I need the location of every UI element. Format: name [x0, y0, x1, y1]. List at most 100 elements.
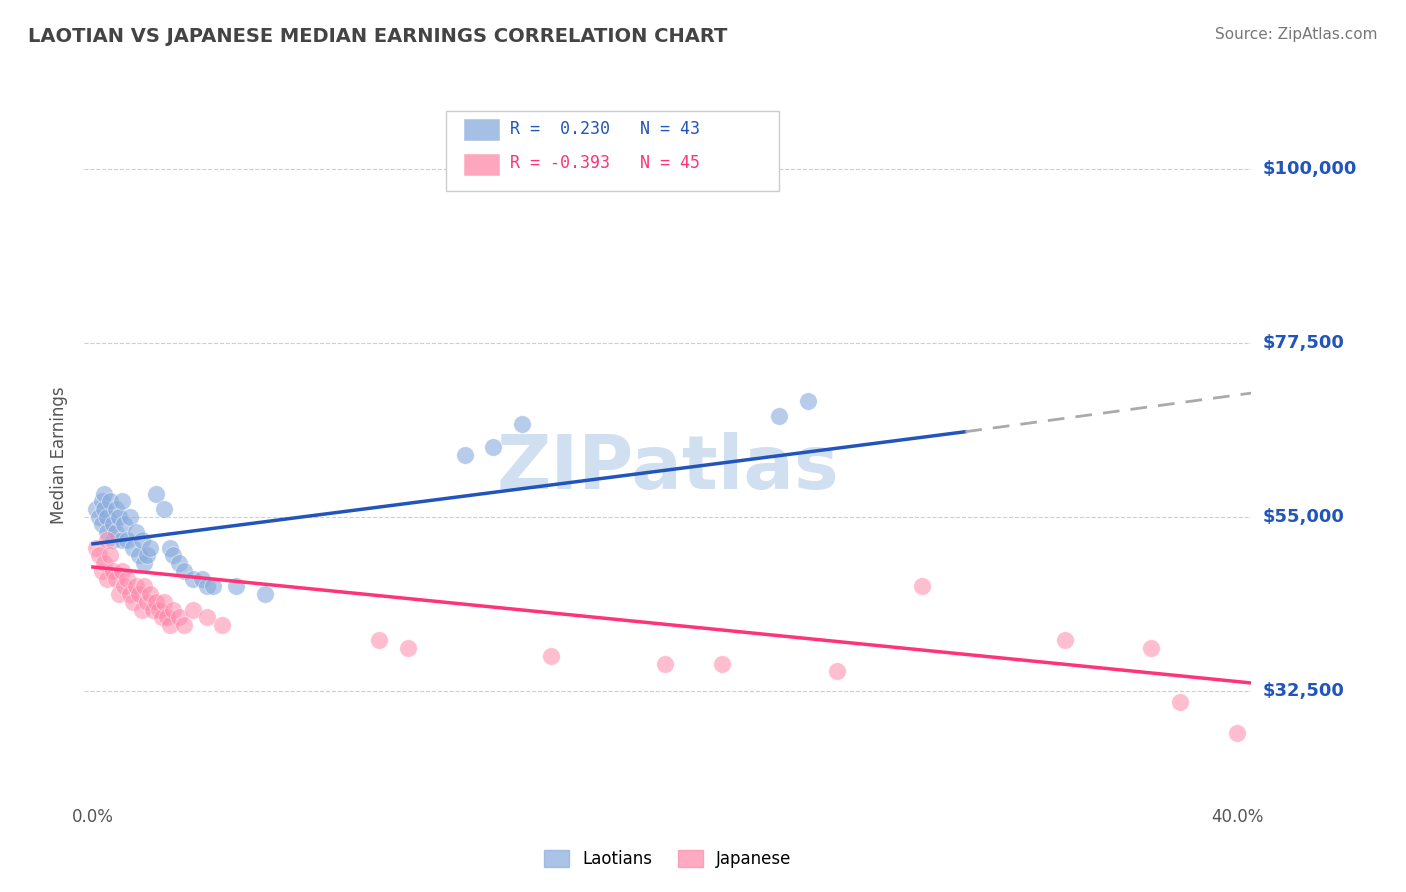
Point	[101, 564, 124, 578]
Point	[98, 494, 121, 508]
Point	[107, 509, 129, 524]
Point	[190, 572, 212, 586]
Text: $77,500: $77,500	[1263, 334, 1344, 351]
Point	[797, 393, 820, 408]
Point	[711, 657, 734, 671]
Point	[131, 602, 153, 616]
Point	[104, 572, 127, 586]
Point	[90, 494, 112, 508]
Point	[122, 541, 145, 555]
Point	[181, 572, 204, 586]
Point	[145, 486, 167, 500]
Point	[125, 525, 148, 540]
Point	[510, 417, 533, 431]
Point	[84, 541, 107, 555]
Point	[167, 610, 190, 624]
Point	[167, 556, 190, 570]
Point	[120, 587, 142, 601]
Point	[101, 533, 124, 547]
Point	[156, 610, 179, 624]
Point	[112, 517, 135, 532]
Point	[110, 533, 132, 547]
Text: LAOTIAN VS JAPANESE MEDIAN EARNINGS CORRELATION CHART: LAOTIAN VS JAPANESE MEDIAN EARNINGS CORR…	[28, 27, 727, 45]
Point	[139, 541, 162, 555]
Text: Source: ZipAtlas.com: Source: ZipAtlas.com	[1215, 27, 1378, 42]
Point	[253, 587, 276, 601]
Point	[96, 509, 118, 524]
Point	[181, 602, 204, 616]
Point	[162, 602, 184, 616]
Point	[104, 502, 127, 516]
Point	[139, 587, 162, 601]
Text: R = -0.393   N = 45: R = -0.393 N = 45	[510, 154, 700, 172]
Point	[153, 502, 176, 516]
Point	[195, 610, 218, 624]
Point	[93, 486, 115, 500]
Point	[150, 610, 173, 624]
Legend: Laotians, Japanese: Laotians, Japanese	[537, 843, 799, 874]
Point	[128, 587, 150, 601]
Point	[825, 665, 848, 679]
Point	[1140, 641, 1163, 656]
Point	[211, 618, 233, 632]
Point	[173, 618, 195, 632]
Point	[396, 641, 419, 656]
FancyBboxPatch shape	[464, 119, 499, 140]
Point	[134, 556, 156, 570]
Point	[87, 509, 110, 524]
Point	[131, 533, 153, 547]
Y-axis label: Median Earnings: Median Earnings	[51, 386, 69, 524]
Point	[148, 602, 170, 616]
Point	[90, 517, 112, 532]
Point	[120, 509, 142, 524]
Point	[159, 618, 181, 632]
Point	[110, 564, 132, 578]
Point	[142, 602, 165, 616]
Point	[145, 595, 167, 609]
Point	[117, 572, 139, 586]
Point	[1054, 633, 1077, 648]
Point	[136, 549, 159, 563]
Point	[159, 541, 181, 555]
Point	[195, 579, 218, 593]
Point	[93, 502, 115, 516]
Point	[96, 572, 118, 586]
Point	[1226, 726, 1249, 740]
FancyBboxPatch shape	[446, 111, 779, 191]
Point	[93, 556, 115, 570]
Text: R =  0.230   N = 43: R = 0.230 N = 43	[510, 120, 700, 137]
Point	[162, 549, 184, 563]
Point	[134, 579, 156, 593]
Point	[104, 525, 127, 540]
Point	[107, 587, 129, 601]
Point	[117, 533, 139, 547]
Point	[98, 549, 121, 563]
Point	[101, 517, 124, 532]
Point	[1168, 695, 1191, 709]
Point	[125, 579, 148, 593]
Point	[136, 595, 159, 609]
Point	[540, 648, 562, 663]
Point	[87, 549, 110, 563]
Point	[173, 564, 195, 578]
Point	[225, 579, 247, 593]
Point	[911, 579, 934, 593]
Point	[153, 595, 176, 609]
Point	[128, 549, 150, 563]
Point	[112, 579, 135, 593]
Point	[110, 494, 132, 508]
Text: $32,500: $32,500	[1263, 681, 1344, 699]
Point	[96, 525, 118, 540]
Text: ZIPatlas: ZIPatlas	[496, 433, 839, 506]
Point	[90, 564, 112, 578]
Point	[96, 533, 118, 547]
Point	[84, 502, 107, 516]
FancyBboxPatch shape	[464, 153, 499, 175]
Point	[654, 657, 676, 671]
Text: $100,000: $100,000	[1263, 160, 1357, 178]
Point	[482, 440, 505, 454]
Point	[768, 409, 790, 424]
Point	[368, 633, 391, 648]
Text: $55,000: $55,000	[1263, 508, 1344, 525]
Point	[122, 595, 145, 609]
